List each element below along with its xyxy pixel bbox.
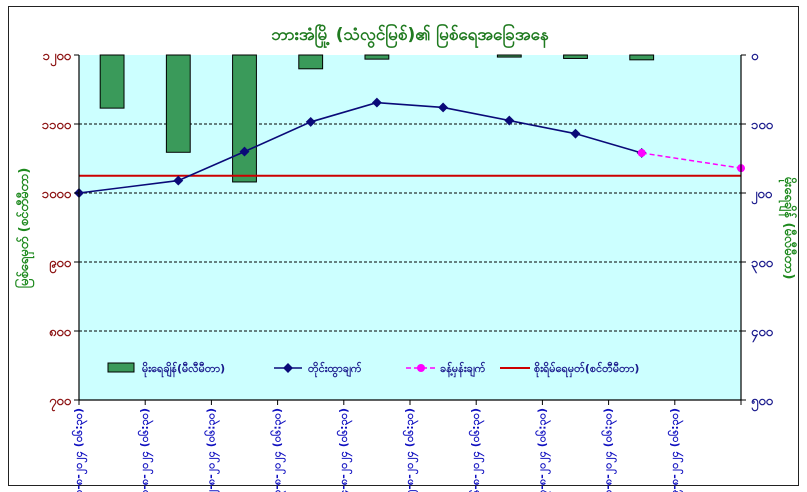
- x-tick-label: ၁၀-၈-၂၀၂၄ (၀၆:၃၀): [72, 408, 88, 492]
- x-tick-label: ၁၂-၈-၂၀၂၄ (၀၆:၃၀): [204, 408, 220, 492]
- legend: မိုးရေချိန်(မီလီမီတာ) တိုင်းထွာချက် ခန့်မှ…: [107, 361, 639, 378]
- rainfall-bars: [99, 54, 655, 183]
- forecast-line: [641, 152, 742, 169]
- chart-title: ဘားအံမြို့ (သံလွင်မြစ်)၏ မြစ်ရေအခြေအနေ: [270, 22, 548, 49]
- observed-point: [239, 146, 250, 157]
- rainfall-bar: [99, 54, 125, 109]
- right-tick-label: ၅၀၀: [751, 394, 774, 412]
- left-tick-label: ၈၀၀: [49, 325, 72, 340]
- x-tick-label: ၁၉-၈-၂၀၂၄ (၀၆:၃၀): [668, 408, 684, 492]
- left-tick-label: ၁၀၀၀: [42, 187, 72, 202]
- right-tick-label: ၁၀၀: [751, 118, 774, 133]
- legend-label: တိုင်းထွာချက်: [308, 361, 362, 378]
- right-tick-label: ၀: [751, 49, 759, 64]
- rainfall-bar: [563, 54, 588, 59]
- legend-label: စိုးရိမ်ရေမှတ်(စင်တီမီတာ): [534, 361, 639, 378]
- left-tick-label: ၁၁၀၀: [42, 118, 72, 133]
- right-tick-label: ၄၀၀: [751, 325, 774, 343]
- right-axis-title: မိုးရေချိန် (မီလီမီတာ): [778, 177, 798, 280]
- left-tick-label: ၉၀၀: [49, 256, 72, 274]
- rainfall-bar: [165, 54, 191, 153]
- right-tick-label: ၂၀၀: [751, 187, 773, 205]
- x-tick-label: ၁၃-၈-၂၀၂၄ (၀၆:၃၀): [271, 408, 287, 492]
- x-tick-label: ၁၁-၈-၂၀၂၄ (၀၆:၃၀): [138, 408, 154, 492]
- legend-label: ခန့်မှန်းချက်: [440, 361, 486, 378]
- legend-label: မိုးရေချိန်(မီလီမီတာ): [142, 361, 225, 378]
- legend-swatch-rainfall: [107, 362, 135, 373]
- rainfall-bar: [629, 54, 655, 61]
- left-tick-label: ၁၂၀၀: [43, 49, 72, 67]
- observed-point: [173, 175, 184, 186]
- observed-point: [570, 128, 581, 139]
- x-tick-label: ၁၈-၈-၂၀၂၄ (၀၆:၃၀): [602, 408, 618, 492]
- chart-frame: [8, 6, 799, 486]
- x-tick-label: ၁၆-၈-၂၀၂၄ (၀၆:၃၀): [469, 408, 485, 492]
- rainfall-bar: [496, 54, 522, 58]
- left-tick-label: ၇၀၀: [49, 394, 72, 412]
- legend-marker-forecast: [417, 364, 425, 372]
- legend-marker-observed: [283, 363, 293, 373]
- rainfall-bar: [232, 54, 257, 183]
- x-tick-label: ၁၇-၈-၂၀၂၄ (၀၆:၃၀): [535, 408, 551, 492]
- right-tick-label: ၃၀၀: [751, 256, 774, 274]
- rainfall-bar: [364, 54, 390, 60]
- left-axis-title: မြစ်ရေမှတ် (စင်တီမီတာ): [14, 168, 35, 289]
- rainfall-bar: [298, 54, 324, 70]
- x-tick-label: ၁၅-၈-၂၀၂၄ (၀၆:၃၀): [403, 408, 419, 492]
- forecast-point: [637, 148, 646, 157]
- x-tick-label: ၁၄-၈-၂၀၂၄ (၀၆:၃၀): [337, 408, 353, 492]
